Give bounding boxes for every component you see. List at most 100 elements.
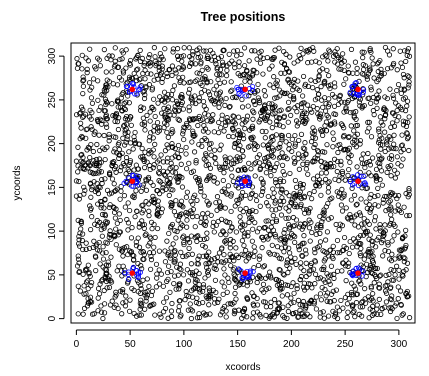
tree-point bbox=[252, 248, 258, 255]
tree-point bbox=[350, 309, 356, 316]
tree-point bbox=[336, 96, 342, 102]
tree-point bbox=[151, 45, 157, 51]
tree-point bbox=[76, 269, 82, 275]
tree-point bbox=[216, 104, 222, 110]
tree-point bbox=[277, 285, 283, 291]
tree-point bbox=[217, 312, 224, 318]
tree-point bbox=[398, 209, 404, 216]
x-tick-label: 0 bbox=[74, 339, 80, 350]
tree-point bbox=[206, 175, 212, 181]
tree-point bbox=[170, 169, 176, 175]
tree-point bbox=[341, 234, 348, 241]
tree-point bbox=[141, 95, 148, 102]
tree-point bbox=[307, 314, 313, 320]
tree-point bbox=[164, 238, 170, 244]
tree-point bbox=[113, 187, 119, 194]
tree-point bbox=[291, 299, 297, 306]
tree-point bbox=[126, 308, 133, 314]
tree-point bbox=[376, 296, 382, 302]
tree-point bbox=[364, 261, 370, 267]
neighborhood-point bbox=[137, 86, 143, 92]
center-point bbox=[129, 86, 136, 93]
tree-point bbox=[106, 131, 112, 138]
tree-point bbox=[398, 163, 404, 169]
tree-point bbox=[263, 128, 269, 135]
tree-point bbox=[117, 56, 123, 63]
tree-point bbox=[381, 105, 387, 111]
tree-point bbox=[278, 70, 284, 76]
tree-point bbox=[244, 314, 250, 320]
tree-point bbox=[103, 249, 109, 256]
tree-point bbox=[349, 218, 355, 224]
tree-point bbox=[338, 162, 344, 168]
tree-point bbox=[334, 46, 340, 52]
tree-point bbox=[109, 159, 115, 166]
tree-point bbox=[270, 56, 276, 62]
tree-point bbox=[209, 117, 215, 124]
tree-point bbox=[89, 84, 95, 90]
tree-point bbox=[128, 235, 135, 241]
tree-point bbox=[286, 141, 292, 148]
tree-point bbox=[202, 244, 208, 250]
tree-point bbox=[244, 113, 251, 119]
tree-point bbox=[346, 166, 352, 173]
tree-point bbox=[156, 157, 162, 163]
tree-point bbox=[289, 197, 295, 203]
tree-point bbox=[256, 97, 262, 103]
tree-point bbox=[315, 149, 322, 155]
tree-point bbox=[261, 108, 267, 114]
x-axis-label: xcoords bbox=[225, 362, 260, 373]
tree-point bbox=[236, 196, 242, 203]
tree-point bbox=[396, 267, 402, 273]
tree-point bbox=[392, 272, 398, 278]
tree-point bbox=[377, 164, 383, 170]
tree-point bbox=[396, 276, 402, 282]
tree-point bbox=[270, 154, 276, 160]
tree-point bbox=[204, 235, 210, 242]
tree-point bbox=[176, 213, 183, 219]
tree-point bbox=[91, 179, 97, 185]
tree-point bbox=[339, 186, 345, 192]
tree-point bbox=[165, 134, 171, 140]
tree-point bbox=[76, 260, 82, 266]
tree-point bbox=[156, 267, 162, 273]
tree-point bbox=[112, 113, 118, 119]
tree-point bbox=[296, 166, 302, 172]
tree-point bbox=[105, 259, 111, 265]
tree-point bbox=[287, 265, 293, 271]
tree-point bbox=[216, 296, 222, 302]
tree-point bbox=[115, 104, 121, 110]
tree-point bbox=[169, 126, 175, 133]
tree-point bbox=[221, 170, 227, 176]
tree-point bbox=[243, 258, 249, 264]
tree-point bbox=[172, 67, 178, 73]
tree-point bbox=[240, 153, 246, 159]
tree-point bbox=[96, 132, 102, 138]
tree-point bbox=[237, 143, 243, 149]
tree-point bbox=[75, 144, 81, 150]
tree-point bbox=[178, 53, 184, 60]
tree-point bbox=[395, 296, 401, 302]
tree-point bbox=[195, 285, 201, 291]
tree-point bbox=[166, 192, 172, 198]
tree-point bbox=[321, 212, 327, 218]
tree-point bbox=[379, 182, 386, 188]
tree-point bbox=[175, 142, 182, 149]
tree-point bbox=[325, 216, 332, 222]
tree-point bbox=[374, 302, 380, 308]
tree-point bbox=[102, 85, 109, 91]
tree-point bbox=[196, 45, 202, 51]
tree-point bbox=[204, 265, 210, 271]
tree-point bbox=[124, 244, 130, 250]
tree-point bbox=[269, 104, 275, 110]
tree-point bbox=[361, 182, 367, 189]
tree-point bbox=[165, 91, 171, 98]
tree-point bbox=[331, 271, 337, 277]
tree-point bbox=[157, 179, 164, 185]
tree-point bbox=[302, 247, 309, 253]
tree-point bbox=[157, 72, 164, 78]
tree-point bbox=[344, 99, 350, 106]
tree-point bbox=[82, 187, 88, 193]
tree-point bbox=[359, 156, 365, 162]
tree-point bbox=[352, 314, 358, 320]
